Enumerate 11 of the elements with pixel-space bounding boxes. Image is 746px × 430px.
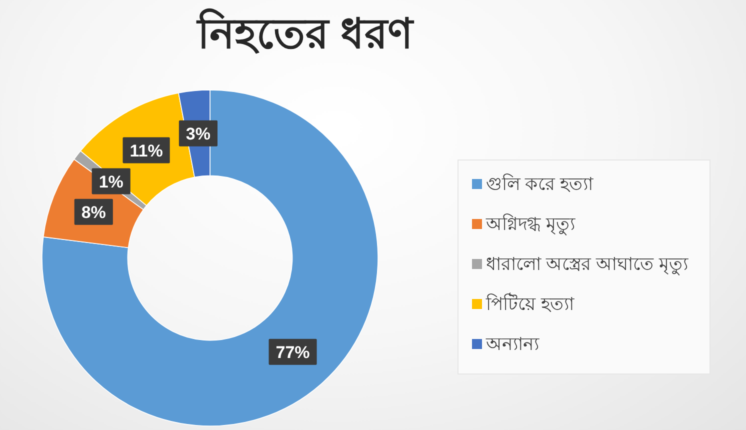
data-label: 11% xyxy=(130,141,163,160)
legend-label: অগ্নিদগ্ধ মৃত্যু xyxy=(485,214,576,235)
title: নিহতের ধরণ xyxy=(198,10,412,57)
legend-label: ধারালো অস্ত্রের আঘাতে মৃত্যু xyxy=(486,254,690,275)
data-label: 77% xyxy=(276,342,310,362)
data-label: 3% xyxy=(186,124,211,144)
data-label: 8% xyxy=(81,202,106,222)
legend-label: অন্যান্য xyxy=(485,334,540,354)
legend-label: গুলি করে হত্যা xyxy=(486,174,594,194)
data-label: 1% xyxy=(98,172,124,192)
legend-label: পিটিয়ে হত্যা xyxy=(485,293,575,314)
